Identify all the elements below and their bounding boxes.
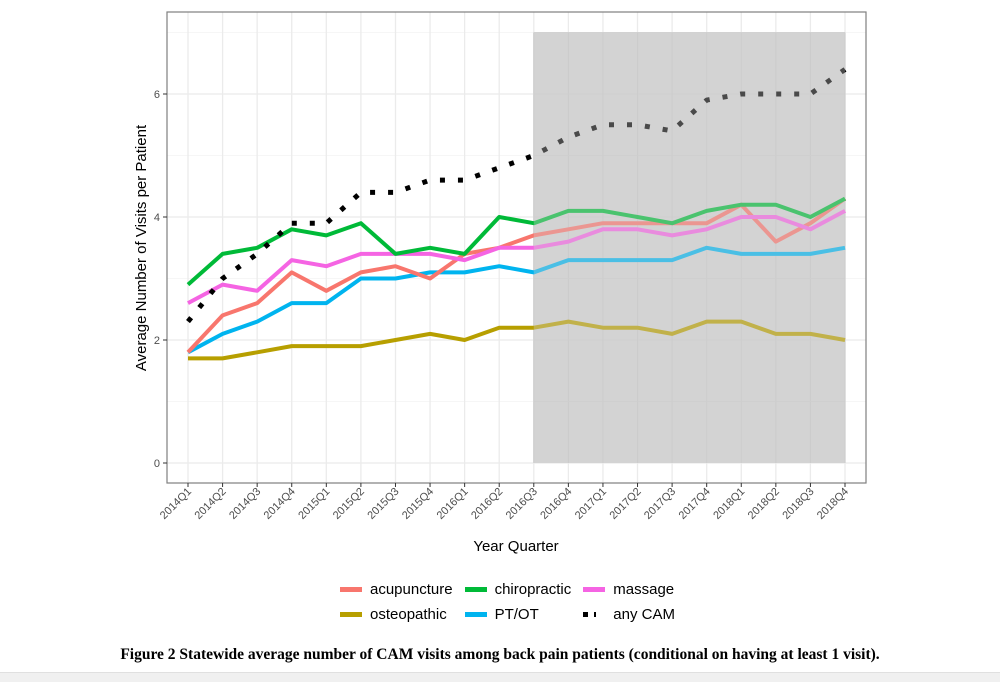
legend-label: PT/OT (494, 606, 539, 623)
gridlines-over-shade (533, 32, 846, 463)
legend-item-chiropractic: chiropractic (464, 580, 572, 599)
legend-key-osteopathic (340, 612, 362, 617)
x-tick-label: 2017Q1 (573, 486, 609, 522)
legend-label: any CAM (613, 606, 675, 623)
series-line-acupuncture (186, 196, 847, 354)
legend-item-pt-ot: PT/OT (464, 605, 572, 624)
legend-label: osteopathic (370, 606, 447, 623)
x-tick-label: 2014Q3 (227, 486, 263, 522)
legend-item-acupuncture: acupuncture (340, 580, 453, 599)
page-bottom-band (0, 672, 1000, 682)
x-tick-label: 2015Q4 (400, 486, 436, 522)
shade-overlay (533, 32, 845, 463)
x-tick-label: 2017Q3 (642, 486, 678, 522)
legend-label: massage (613, 581, 675, 598)
y-tick-label: 2 (154, 335, 160, 347)
legend-key-acupuncture (340, 587, 362, 592)
x-tick-label: 2014Q2 (193, 486, 229, 522)
legend-key-massage (583, 587, 606, 592)
plot-border (166, 11, 867, 484)
x-tick-label: 2016Q1 (435, 486, 471, 522)
series-line-massage (187, 209, 846, 305)
x-tick-label: 2017Q4 (677, 486, 713, 522)
x-tick-label: 2016Q3 (504, 486, 540, 522)
legend-dot (594, 612, 597, 617)
x-tick-label: 2014Q1 (158, 486, 194, 522)
legend-item-osteopathic: osteopathic (340, 605, 453, 624)
y-tick-label: 6 (154, 89, 160, 101)
x-tick-label: 2016Q2 (469, 486, 505, 522)
x-tick-label: 2018Q3 (780, 486, 816, 522)
legend-key-any-cam (583, 612, 605, 617)
legend-dot (583, 612, 589, 617)
series-lines (186, 32, 847, 463)
legend-item-massage: massage (583, 580, 675, 599)
x-tick-label: 2017Q2 (607, 486, 643, 522)
x-axis-title: Year Quarter (473, 538, 558, 555)
legend-label: acupuncture (370, 581, 453, 598)
shaded-region (533, 32, 845, 463)
x-tick-label: 2018Q2 (746, 486, 782, 522)
y-axis: 0 2 4 6 (154, 89, 167, 470)
x-tick-label: 2015Q1 (296, 486, 332, 522)
x-tick-label: 2015Q2 (331, 486, 367, 522)
x-tick-label: 2014Q4 (262, 486, 298, 522)
x-tick-label: 2018Q1 (711, 486, 747, 522)
y-tick-label: 4 (154, 212, 160, 224)
legend-key-chiropractic (464, 587, 487, 592)
x-tick-label: 2018Q4 (815, 486, 851, 522)
legend-key-pt-ot (464, 612, 487, 617)
x-tick-label: 2015Q3 (365, 486, 401, 522)
y-axis-title: Average Number of Visits per Patient (133, 124, 150, 371)
figure-caption: Figure 2 Statewide average number of CAM… (120, 646, 880, 663)
series-line-pt-ot (187, 245, 846, 355)
x-tick-label: 2016Q4 (538, 486, 574, 522)
x-axis: 2014Q12014Q22014Q32014Q42015Q12015Q22015… (158, 483, 851, 522)
legend: acupuncture chiropractic massage osteopa… (340, 580, 675, 624)
legend-item-any-cam: any CAM (583, 605, 675, 624)
series-line-osteopathic (188, 319, 846, 361)
legend-label: chiropractic (494, 581, 572, 598)
series-line-chiropractic (186, 196, 846, 287)
y-tick-label: 0 (154, 458, 160, 470)
